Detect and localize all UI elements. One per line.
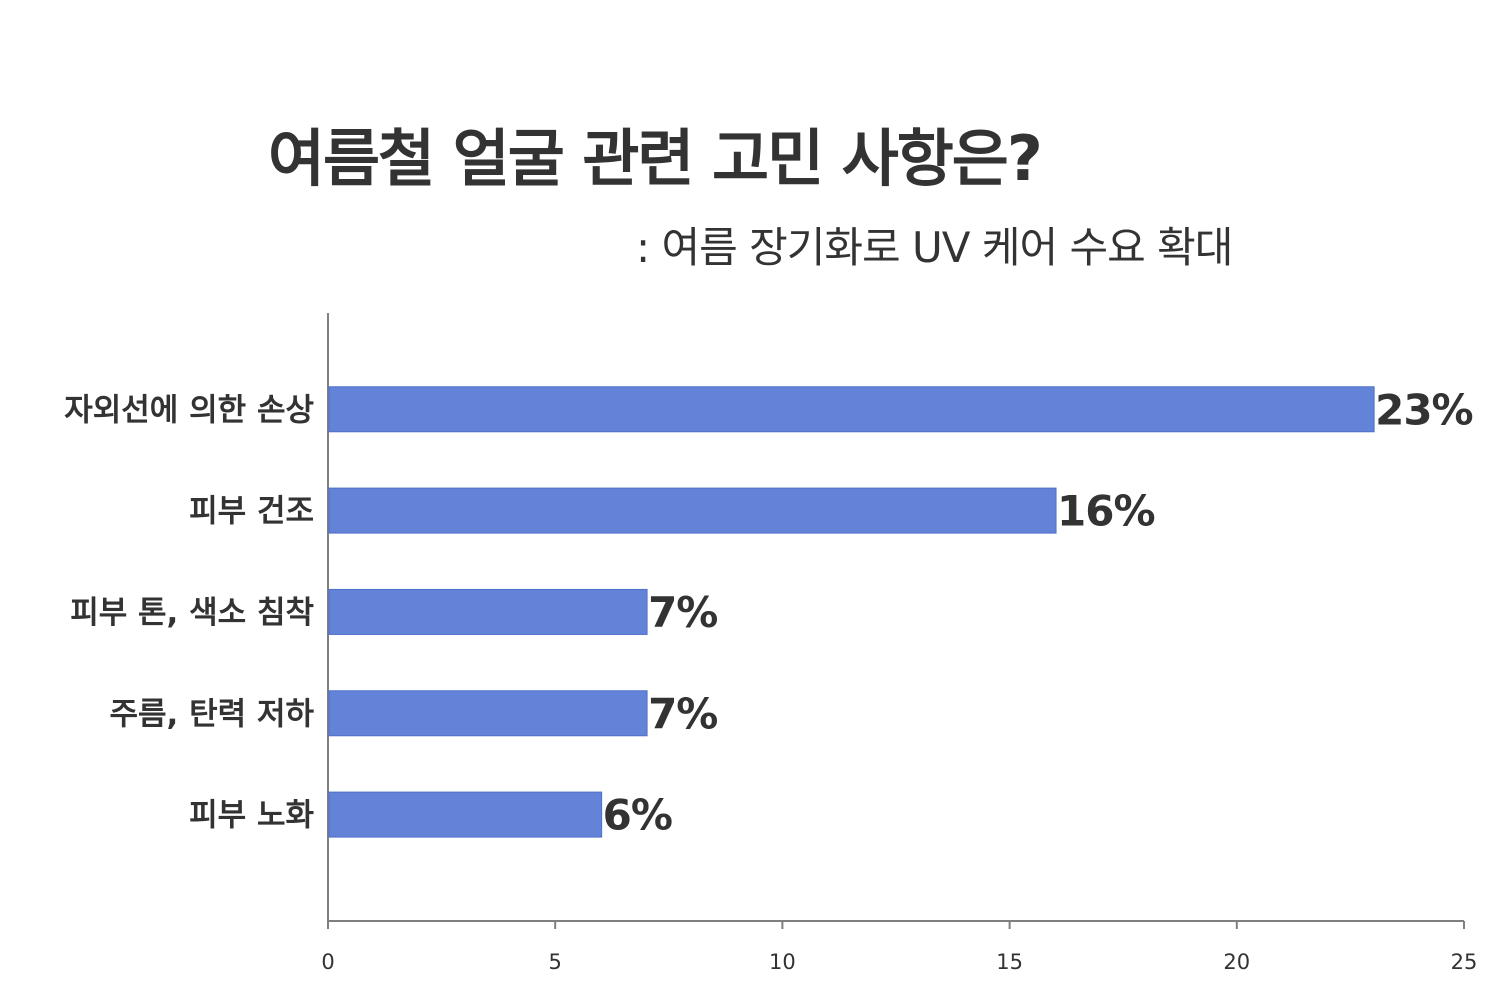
bars-group: 자외선에 의한 손상 23% 피부 건조 16% 피부 톤, 색소 침착 7% 주름, 탄력… (64, 385, 1473, 840)
x-tick-label: 25 (1451, 950, 1478, 974)
x-tick-label: 10 (769, 950, 796, 974)
category-label: 자외선에 의한 손상 (64, 392, 314, 428)
value-label: 7% (648, 689, 717, 738)
x-tick-label: 20 (1223, 950, 1250, 974)
x-tick-label: 15 (996, 950, 1023, 974)
x-tick-label: 0 (321, 950, 334, 974)
bar (328, 386, 1375, 433)
value-label: 6% (603, 791, 672, 840)
category-label: 피부 건조 (189, 494, 314, 530)
chart-title: 여름철 얼굴 관련 고민 사항은? (268, 122, 1043, 195)
value-label: 7% (648, 588, 717, 637)
bar (328, 588, 648, 635)
category-label: 피부 톤, 색소 침착 (70, 595, 314, 631)
value-label: 23% (1375, 385, 1473, 434)
category-label: 주름, 탄력 저하 (110, 696, 315, 732)
value-label: 16% (1057, 487, 1155, 536)
bar (328, 791, 603, 838)
chart-subtitle: : 여름 장기화로 UV 케어 수요 확대 (636, 223, 1233, 272)
category-label: 피부 노화 (189, 798, 314, 834)
bar (328, 690, 648, 737)
bar (328, 487, 1057, 534)
x-tick-label: 5 (549, 950, 562, 974)
x-axis-ticks: 0 5 10 15 20 25 (321, 921, 1477, 974)
